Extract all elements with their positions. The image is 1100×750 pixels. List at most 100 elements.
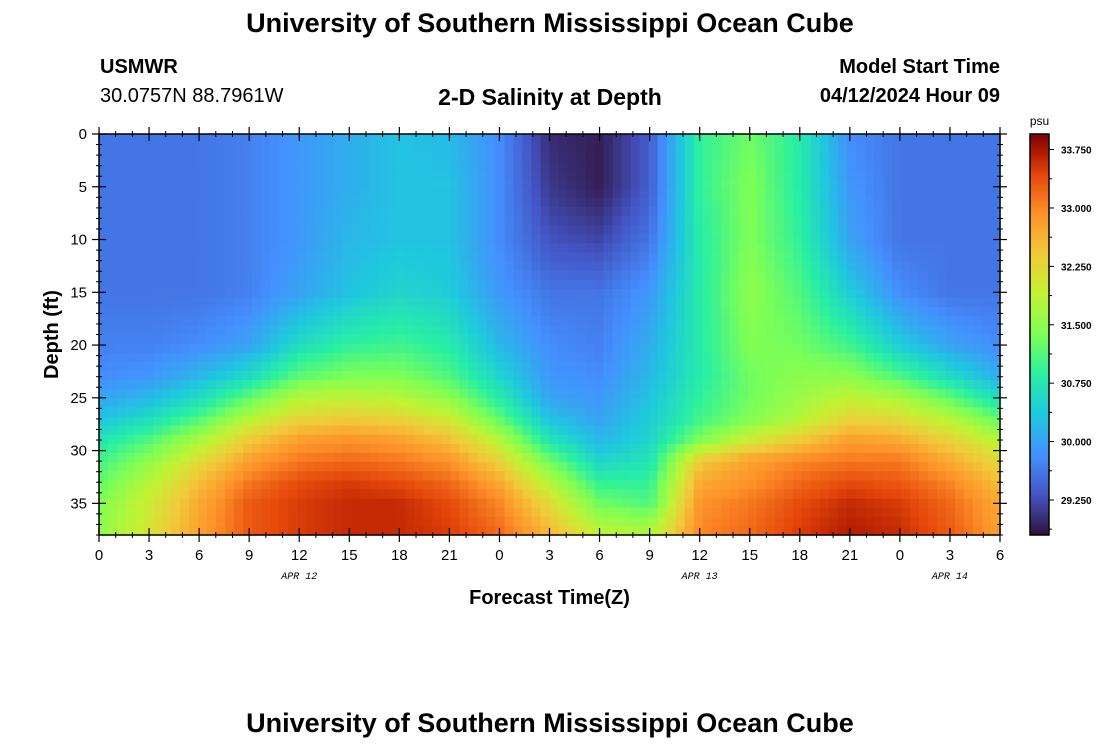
station-coordinates: 30.0757N 88.7961W bbox=[100, 85, 284, 107]
heatmap-cell bbox=[540, 380, 551, 390]
heatmap-cell bbox=[531, 252, 542, 263]
heatmap-cell bbox=[693, 425, 704, 436]
heatmap-cell bbox=[684, 179, 695, 190]
heatmap-cell bbox=[441, 507, 451, 518]
x-tick-label: 18 bbox=[391, 547, 408, 564]
heatmap-cell bbox=[162, 343, 172, 354]
heatmap-cell bbox=[549, 434, 560, 445]
heatmap-cell bbox=[351, 425, 361, 436]
heatmap-cell bbox=[549, 480, 560, 491]
heatmap-cell bbox=[108, 298, 118, 308]
heatmap-cell bbox=[369, 452, 379, 463]
heatmap-cell bbox=[738, 161, 749, 172]
heatmap-cell bbox=[207, 443, 217, 454]
heatmap-cell bbox=[693, 507, 704, 518]
heatmap-cell bbox=[234, 370, 244, 381]
heatmap-cell bbox=[972, 370, 983, 381]
heatmap-cell bbox=[612, 516, 623, 527]
heatmap-cell bbox=[486, 516, 497, 527]
heatmap-cell bbox=[666, 425, 677, 436]
heatmap-cell bbox=[414, 370, 424, 381]
heatmap-cell bbox=[684, 134, 695, 144]
heatmap-cell bbox=[837, 206, 848, 217]
heatmap-cell bbox=[603, 507, 614, 518]
heatmap-cell bbox=[513, 152, 524, 162]
heatmap-cell bbox=[927, 398, 938, 409]
heatmap-cell bbox=[225, 507, 235, 518]
heatmap-cell bbox=[504, 380, 515, 390]
x-tick-label: 9 bbox=[245, 547, 253, 564]
heatmap-cell bbox=[108, 480, 118, 491]
heatmap-cell bbox=[882, 307, 893, 317]
heatmap-cell bbox=[144, 352, 154, 363]
heatmap-cell bbox=[828, 352, 839, 363]
heatmap-cell bbox=[612, 188, 623, 199]
heatmap-cell bbox=[306, 380, 316, 390]
heatmap-cell bbox=[585, 179, 596, 190]
heatmap-cell bbox=[990, 325, 1001, 336]
heatmap-cell bbox=[666, 206, 677, 217]
heatmap-cell bbox=[576, 279, 587, 290]
heatmap-cell bbox=[567, 452, 578, 463]
heatmap-cell bbox=[315, 179, 325, 190]
heatmap-cell bbox=[477, 270, 488, 281]
heatmap-cell bbox=[171, 225, 181, 235]
heatmap-cell bbox=[810, 471, 821, 481]
heatmap-cell bbox=[702, 307, 713, 317]
heatmap-cell bbox=[603, 343, 614, 354]
heatmap-cell bbox=[963, 206, 974, 217]
heatmap-cell bbox=[855, 361, 866, 372]
heatmap-cell bbox=[207, 425, 217, 436]
heatmap-cell bbox=[954, 480, 965, 491]
heatmap-cell bbox=[117, 434, 127, 445]
heatmap-cell bbox=[801, 525, 812, 536]
heatmap-cell bbox=[945, 407, 956, 418]
heatmap-cell bbox=[396, 370, 406, 381]
heatmap-cell bbox=[702, 343, 713, 354]
heatmap-cell bbox=[936, 234, 947, 244]
heatmap-cell bbox=[477, 179, 488, 190]
heatmap-cell bbox=[207, 261, 217, 272]
heatmap-cell bbox=[333, 334, 343, 345]
heatmap-cell bbox=[117, 143, 127, 153]
heatmap-cell bbox=[990, 270, 1001, 281]
heatmap-cell bbox=[135, 434, 145, 445]
heatmap-cell bbox=[936, 134, 947, 144]
heatmap-cell bbox=[414, 252, 424, 263]
heatmap-cell bbox=[450, 206, 460, 217]
heatmap-cell bbox=[540, 425, 551, 436]
heatmap-cell bbox=[945, 443, 956, 454]
heatmap-cell bbox=[873, 352, 884, 363]
heatmap-cell bbox=[342, 288, 352, 299]
x-tick-label: 15 bbox=[341, 547, 358, 564]
heatmap-cell bbox=[225, 234, 235, 244]
heatmap-cell bbox=[144, 143, 154, 153]
heatmap-cell bbox=[405, 398, 415, 409]
heatmap-cell bbox=[954, 298, 965, 308]
heatmap-cell bbox=[333, 489, 343, 500]
heatmap-cell bbox=[756, 270, 767, 281]
heatmap-cell bbox=[549, 325, 560, 336]
heatmap-cell bbox=[684, 352, 695, 363]
heatmap-cell bbox=[396, 480, 406, 491]
heatmap-cell bbox=[351, 152, 361, 162]
heatmap-cell bbox=[495, 279, 506, 290]
heatmap-cell bbox=[819, 425, 830, 436]
heatmap-cell bbox=[189, 134, 199, 144]
heatmap-cell bbox=[207, 525, 217, 536]
heatmap-cell bbox=[243, 161, 253, 172]
heatmap-cell bbox=[792, 352, 803, 363]
heatmap-cell bbox=[585, 516, 596, 527]
heatmap-cell bbox=[738, 471, 749, 481]
heatmap-cell bbox=[162, 298, 172, 308]
heatmap-cell bbox=[486, 216, 497, 226]
heatmap-cell bbox=[189, 498, 199, 509]
heatmap-cell bbox=[702, 243, 713, 254]
heatmap-cell bbox=[288, 298, 298, 308]
heatmap-cell bbox=[333, 170, 343, 181]
heatmap-cell bbox=[108, 261, 118, 272]
heatmap-cell bbox=[837, 434, 848, 445]
heatmap-cell bbox=[990, 425, 1001, 436]
heatmap-cell bbox=[612, 361, 623, 372]
heatmap-cell bbox=[765, 343, 776, 354]
